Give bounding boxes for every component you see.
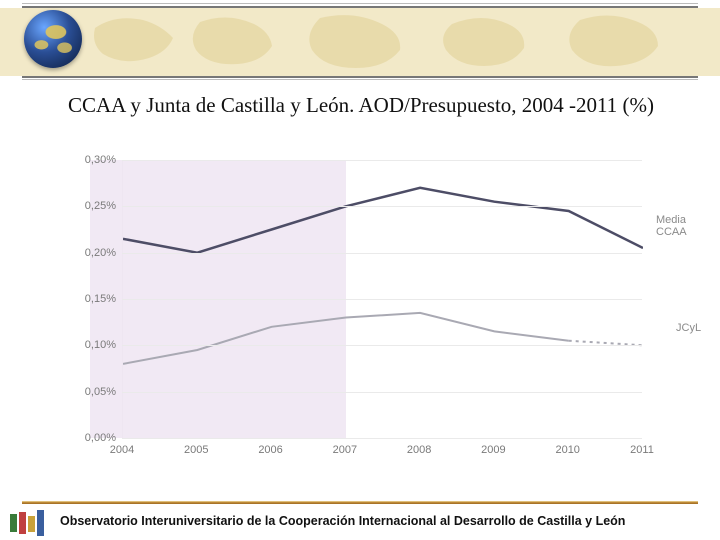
chart-gridline [122, 299, 642, 300]
x-tick-label: 2005 [164, 444, 229, 456]
x-tick-label: 2004 [90, 444, 155, 456]
x-tick-label: 2006 [238, 444, 303, 456]
y-tick-label: 0,25% [68, 200, 116, 212]
series-line [123, 188, 643, 253]
footer-logo-icon [10, 510, 46, 536]
y-tick-label: 0,20% [68, 247, 116, 259]
x-tick-label: 2008 [387, 444, 452, 456]
slide: CCAA y Junta de Castilla y León. AOD/Pre… [0, 0, 720, 540]
y-tick-label: 0,10% [68, 339, 116, 351]
x-tick-label: 2010 [535, 444, 600, 456]
y-tick-label: 0,00% [68, 432, 116, 444]
line-chart: 0,00%0,05%0,10%0,15%0,20%0,25%0,30% 2004… [68, 160, 668, 468]
chart-gridline [122, 438, 642, 439]
x-tick-label: 2011 [610, 444, 675, 456]
legend-label: Media CCAA [656, 214, 687, 238]
y-tick-label: 0,15% [68, 293, 116, 305]
x-tick-label: 2009 [461, 444, 526, 456]
y-tick-label: 0,30% [68, 154, 116, 166]
footer-text: Observatorio Interuniversitario de la Co… [60, 514, 700, 528]
chart-gridline [122, 206, 642, 207]
chart-gridline [122, 345, 642, 346]
y-tick-label: 0,05% [68, 386, 116, 398]
chart-gridline [122, 160, 642, 161]
legend-label: JCyL [676, 322, 701, 334]
footer-rule [22, 501, 698, 504]
header-rule [22, 3, 698, 4]
header-rule [22, 76, 698, 78]
header-world-map-silhouette [0, 8, 720, 76]
globe-icon [24, 10, 82, 68]
x-tick-label: 2007 [312, 444, 377, 456]
chart-gridline [122, 392, 642, 393]
slide-title: CCAA y Junta de Castilla y León. AOD/Pre… [68, 92, 668, 118]
header-rule [22, 79, 698, 80]
chart-gridline [122, 253, 642, 254]
series-line [123, 313, 569, 364]
